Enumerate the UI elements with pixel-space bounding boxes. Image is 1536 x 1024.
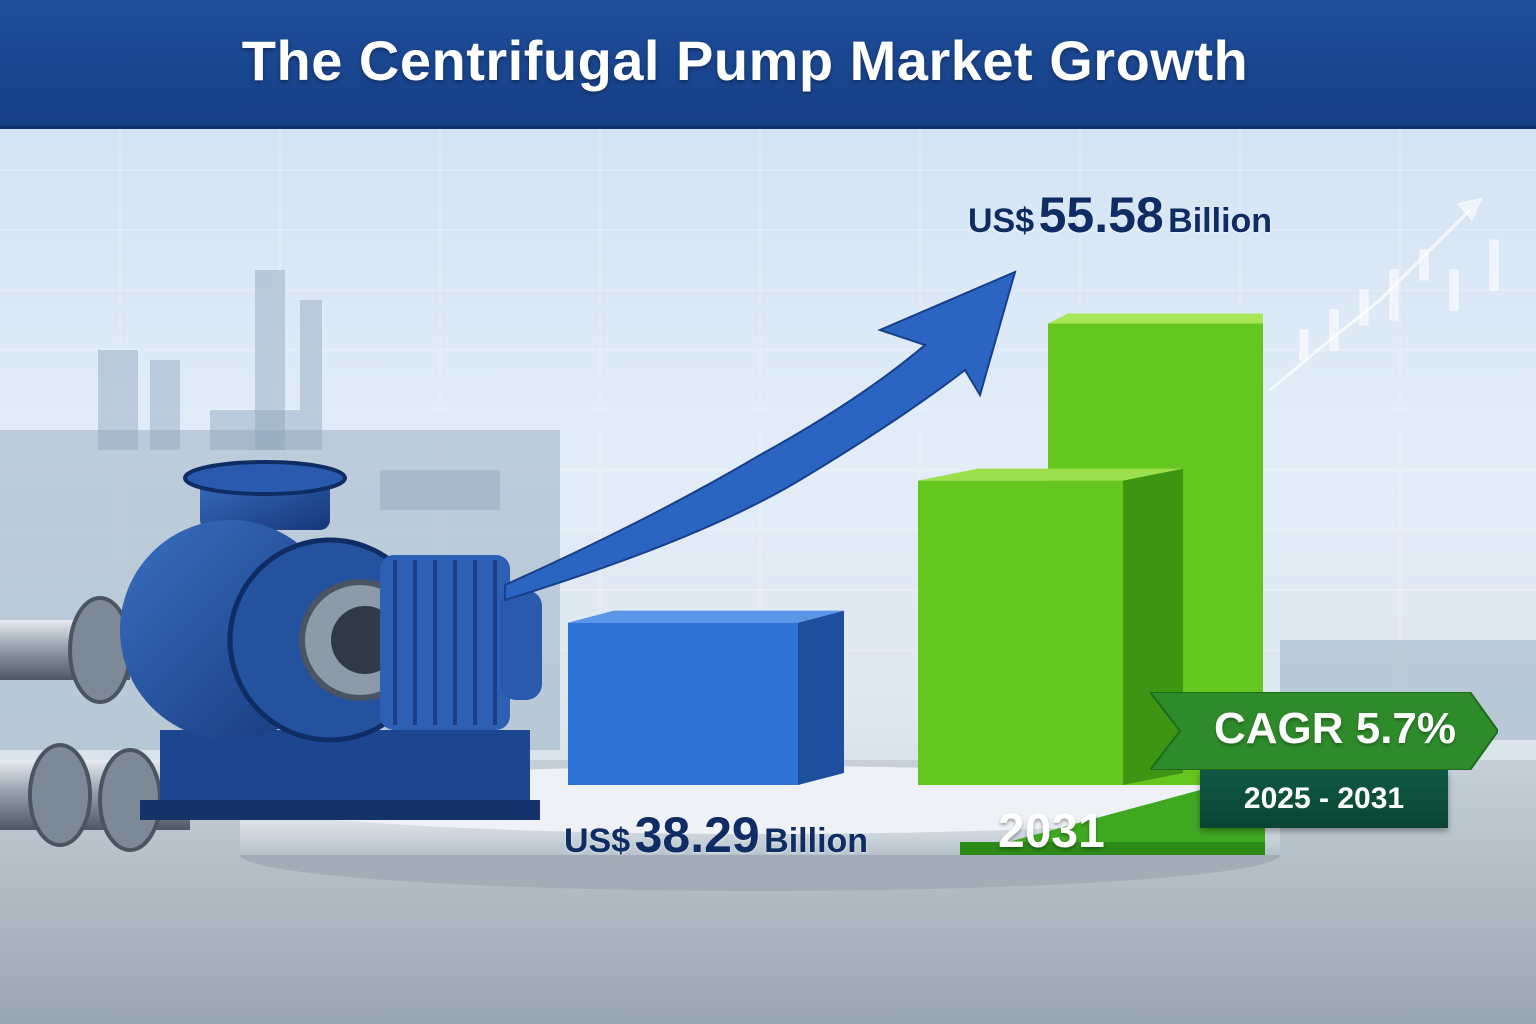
bar-2025-side: [798, 610, 844, 785]
bar-2025: [568, 610, 844, 785]
period-box: [1200, 770, 1448, 828]
candlestick-decoration: [1269, 197, 1499, 392]
bar-2031-top: [918, 468, 1183, 481]
bar-2031-front: [918, 480, 1123, 785]
growth-arrow: [504, 270, 1017, 602]
bar-2031: [918, 468, 1183, 785]
data-label-2025: US$ 38.29 Billion: [564, 806, 868, 864]
cagr-text: CAGR 5.7%: [1213, 704, 1457, 753]
bars-layer: [568, 313, 1263, 785]
title-bar: The Centrifugal Pump Market Growth: [0, 0, 1536, 129]
page-title: The Centrifugal Pump Market Growth: [241, 29, 1249, 92]
unit-suffix: Billion: [1168, 202, 1273, 240]
bar-2025-top: [568, 610, 844, 623]
currency-prefix: US$: [564, 822, 631, 860]
cagr-banner: [1150, 692, 1498, 770]
currency-prefix: US$: [968, 202, 1035, 240]
centrifugal-pump-illustration: [0, 460, 542, 852]
period-text: 2025 - 2031: [1243, 782, 1405, 815]
bar-2031-back-top: [1048, 313, 1263, 324]
data-label-2031: US$ 55.58 Billion: [968, 186, 1272, 244]
bar-2025-front: [568, 622, 798, 785]
value-number: 38.29: [634, 807, 760, 863]
year-label-2031: 2031: [998, 805, 1105, 858]
unit-suffix: Billion: [764, 822, 869, 860]
value-number: 55.58: [1038, 187, 1164, 243]
